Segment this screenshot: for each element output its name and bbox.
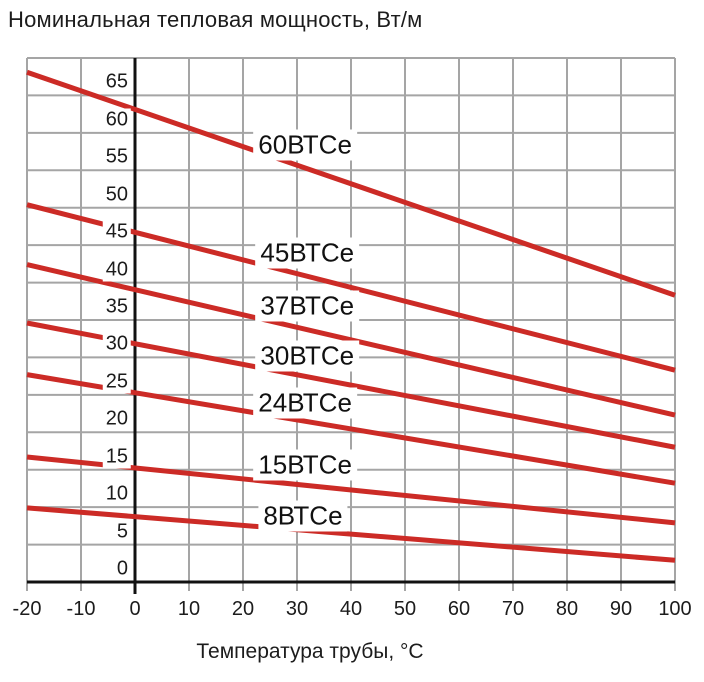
x-tick-label: -10 — [66, 598, 96, 620]
x-tick-label: 20 — [231, 598, 255, 620]
y-tick-label: 10 — [102, 482, 131, 506]
x-tick-label: 40 — [339, 598, 363, 620]
x-tick-label: 0 — [129, 598, 141, 620]
x-tick-label: 10 — [177, 598, 201, 620]
series-label-24ВТСе: 24ВТСе — [253, 387, 357, 419]
y-tick-label: 55 — [102, 145, 131, 169]
y-tick-label: 25 — [102, 370, 131, 394]
series-line-45ВТСе — [26, 202, 676, 373]
y-tick-label: 60 — [102, 108, 131, 132]
series-line-60ВТСе — [26, 69, 676, 298]
series-label-45ВТСе: 45ВТСе — [255, 237, 360, 269]
x-tick-label: 60 — [447, 598, 471, 620]
series-label-30ВТСе: 30ВТСе — [255, 340, 360, 372]
y-tick-label: 65 — [102, 70, 131, 94]
x-tick-label: 30 — [285, 598, 309, 620]
y-tick-label: 0 — [113, 557, 131, 581]
x-tick-label: 80 — [555, 598, 579, 620]
series-label-60ВТСе: 60ВТСе — [253, 129, 357, 161]
series-line-37ВТСе — [26, 262, 676, 418]
y-tick-label: 15 — [102, 445, 131, 469]
series-label-15ВТСе: 15ВТСе — [253, 449, 357, 481]
y-tick-label: 20 — [102, 407, 131, 431]
chart-title: Номинальная тепловая мощность, Вт/м — [8, 7, 423, 32]
x-tick-label: 90 — [609, 598, 633, 620]
x-tick-label: -20 — [12, 598, 42, 620]
x-tick-label: 100 — [658, 598, 692, 620]
series-line-30ВТСе — [26, 320, 676, 450]
series-line-24ВТСе — [26, 372, 676, 486]
y-tick-label: 30 — [102, 332, 131, 356]
series-label-8ВТСе: 8ВТСе — [258, 500, 348, 532]
y-tick-label: 35 — [102, 295, 131, 319]
y-tick-label: 40 — [102, 258, 131, 282]
series-line-15ВТСе — [26, 454, 676, 526]
y-tick-label: 45 — [102, 220, 131, 244]
x-axis-title: Температура трубы, °C — [196, 640, 424, 663]
series-label-37ВТСе: 37ВТСе — [255, 290, 360, 322]
y-tick-label: 50 — [102, 183, 131, 207]
series-line-8ВТСе — [26, 505, 676, 563]
x-tick-label: 70 — [501, 598, 525, 620]
y-tick-label: 5 — [113, 520, 131, 544]
x-tick-label: 50 — [393, 598, 417, 620]
